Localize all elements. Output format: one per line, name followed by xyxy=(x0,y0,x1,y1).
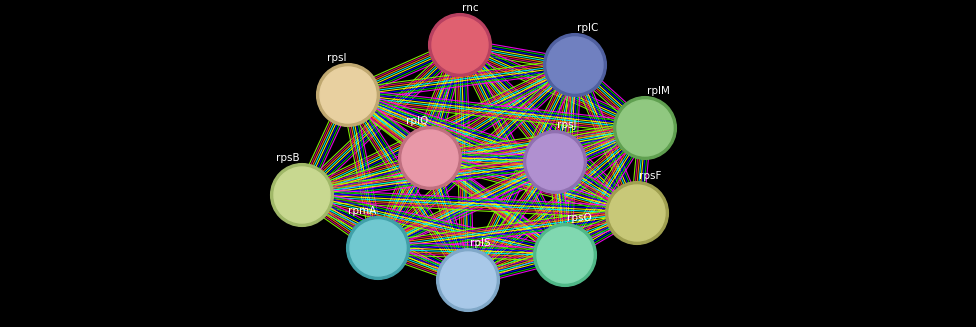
Circle shape xyxy=(346,217,409,279)
Circle shape xyxy=(617,100,673,156)
Circle shape xyxy=(428,14,491,77)
Circle shape xyxy=(544,34,606,96)
Circle shape xyxy=(606,181,669,244)
Circle shape xyxy=(547,37,603,93)
Text: rpsJ: rpsJ xyxy=(557,120,577,130)
Text: rplC: rplC xyxy=(577,23,598,33)
Circle shape xyxy=(398,127,462,189)
Circle shape xyxy=(440,252,496,308)
Circle shape xyxy=(402,130,458,186)
Text: rpsO: rpsO xyxy=(567,213,591,223)
Circle shape xyxy=(524,131,587,193)
Text: rplQ: rplQ xyxy=(406,116,428,126)
Circle shape xyxy=(432,17,488,73)
Text: rpsI: rpsI xyxy=(327,53,346,63)
Text: rnc: rnc xyxy=(462,3,478,13)
Circle shape xyxy=(270,164,334,226)
Circle shape xyxy=(316,64,380,126)
Text: rpmA: rpmA xyxy=(347,206,376,216)
Circle shape xyxy=(436,249,500,311)
Text: rplS: rplS xyxy=(470,238,491,248)
Text: rplM: rplM xyxy=(647,86,670,96)
Circle shape xyxy=(609,185,665,241)
Text: rpsB: rpsB xyxy=(276,153,300,163)
Text: rpsF: rpsF xyxy=(639,171,662,181)
Circle shape xyxy=(527,134,583,190)
Circle shape xyxy=(537,227,593,283)
Circle shape xyxy=(350,220,406,276)
Circle shape xyxy=(274,167,330,223)
Circle shape xyxy=(614,97,676,159)
Circle shape xyxy=(534,224,596,286)
Circle shape xyxy=(320,67,376,123)
